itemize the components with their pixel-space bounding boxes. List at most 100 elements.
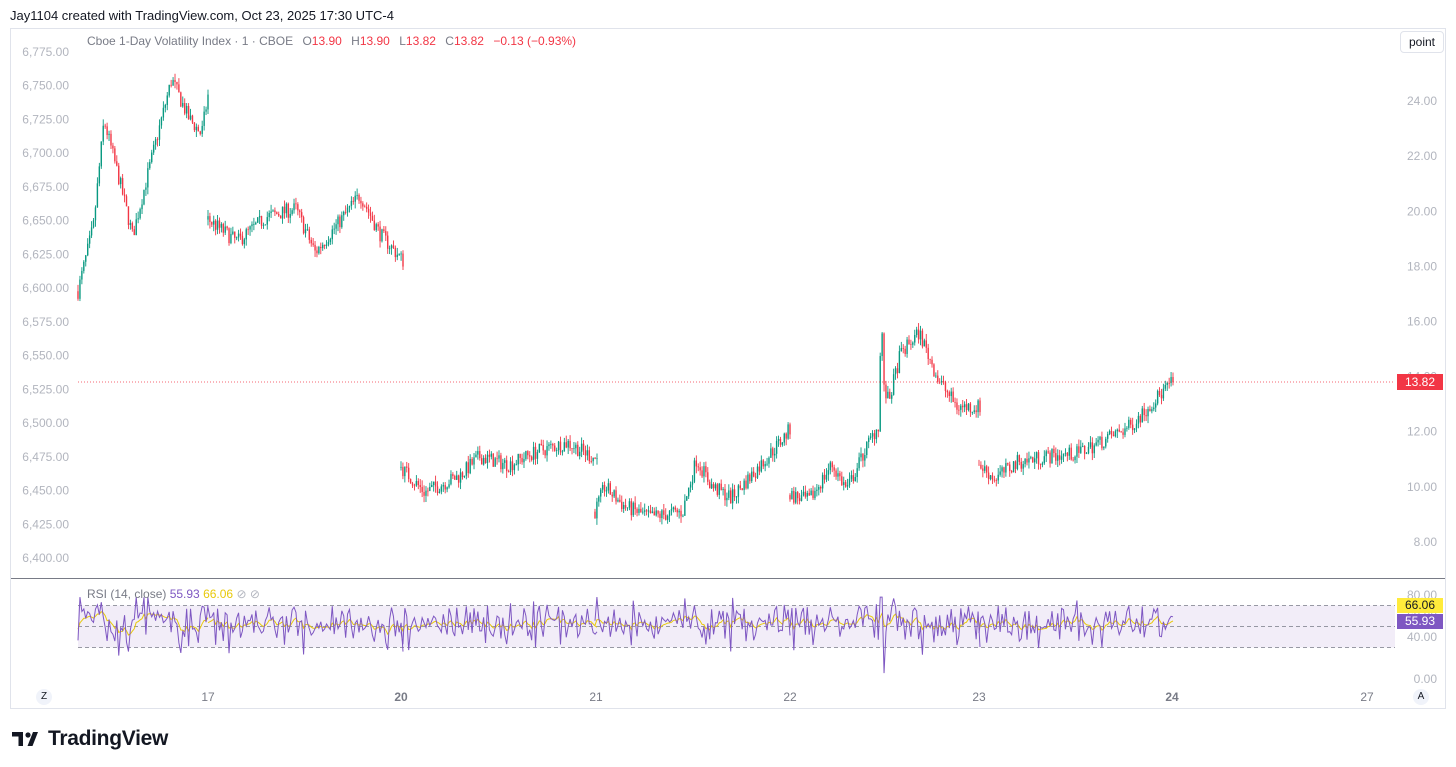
candle-body <box>400 253 402 255</box>
candle-body <box>390 245 393 249</box>
candle-body <box>730 490 732 504</box>
candle-body <box>1078 446 1080 453</box>
candle-body <box>1020 461 1022 469</box>
time-axis-tick: 21 <box>589 690 603 704</box>
candle-body <box>125 196 128 207</box>
candle-body <box>504 460 506 463</box>
candle-body <box>1120 431 1122 433</box>
candle-body <box>456 475 458 480</box>
candle-body <box>203 111 205 126</box>
auto-scale-button[interactable]: A <box>1413 689 1429 705</box>
candle-body <box>775 440 778 454</box>
candle-body <box>367 208 370 213</box>
candle-body <box>952 391 954 403</box>
candle-body <box>935 375 937 377</box>
point-button[interactable]: point <box>1400 31 1444 53</box>
candle-body <box>1110 430 1113 435</box>
time-axis[interactable]: 17 20 21 22 23 24 27 <box>201 690 1374 704</box>
candle-body <box>837 473 839 477</box>
candle-body <box>538 443 541 453</box>
candle-body <box>1139 415 1142 423</box>
candle-body <box>312 243 314 245</box>
candle-body <box>709 481 711 489</box>
candle-body <box>960 405 962 410</box>
candle-body <box>889 391 891 399</box>
candle-body <box>1128 419 1130 428</box>
candle-body <box>523 458 525 463</box>
candle-body <box>371 215 374 221</box>
candle-body <box>505 460 508 472</box>
candle-body <box>877 429 879 432</box>
candle-body <box>540 443 542 445</box>
candle-body <box>703 466 705 477</box>
candle-body <box>1083 445 1086 454</box>
candle-body <box>168 84 170 96</box>
candle-body <box>268 213 270 218</box>
candle-body <box>498 455 500 459</box>
candle-body <box>779 438 782 445</box>
candle-body <box>431 485 433 487</box>
candle-body <box>982 468 984 471</box>
candle-body <box>565 442 567 448</box>
candle-body <box>575 444 577 449</box>
candle-body <box>375 224 377 231</box>
candle-body <box>666 515 669 520</box>
candle-body <box>276 212 278 215</box>
candle-body <box>592 457 594 462</box>
candle-body <box>1162 388 1165 399</box>
candle-body <box>816 489 818 491</box>
candle-body <box>251 224 253 227</box>
candle-body <box>127 206 130 225</box>
candle-body <box>908 339 910 345</box>
candle-body <box>1093 445 1095 454</box>
candle-body <box>607 483 610 491</box>
candle-body <box>295 203 297 205</box>
candle-body <box>789 424 791 435</box>
candle-body <box>866 441 868 456</box>
candle-body <box>615 490 617 502</box>
candle-body <box>141 204 143 210</box>
candle-body <box>400 466 402 468</box>
candle-body <box>131 223 134 230</box>
candle-body <box>92 220 95 228</box>
time-axis-tick: 23 <box>972 690 986 704</box>
candle-body <box>154 139 157 145</box>
candle-body <box>1116 429 1118 432</box>
candle-body <box>722 488 724 490</box>
candle-body <box>197 126 199 132</box>
left-axis: 6,775.00 6,750.00 6,725.00 6,700.00 6,675.00… <box>22 45 69 565</box>
candle-body <box>661 510 663 519</box>
candle-body <box>552 444 554 446</box>
candle-body <box>436 486 439 493</box>
candle-body <box>1160 394 1163 399</box>
hidden-icon[interactable]: ⊘ <box>236 587 247 601</box>
zoom-button[interactable]: Z <box>36 689 52 705</box>
candle-body <box>1091 442 1094 454</box>
candle-body <box>123 194 126 197</box>
candle-body <box>770 448 772 458</box>
time-axis-tick: 17 <box>201 690 215 704</box>
candle-body <box>883 333 885 385</box>
candle-body <box>892 374 895 395</box>
candle-body <box>559 441 562 453</box>
candle-body <box>335 224 337 229</box>
candle-body <box>454 476 456 480</box>
candle-body <box>1003 467 1005 473</box>
candle-body <box>1172 377 1174 383</box>
candle-body <box>293 203 295 211</box>
hidden-icon[interactable]: ⊘ <box>249 587 260 601</box>
candle-body <box>785 433 787 439</box>
right-axis-tick: 8.00 <box>1414 535 1438 549</box>
candle-body <box>701 470 703 477</box>
candle-body <box>584 450 587 456</box>
left-axis-tick: 6,650.00 <box>22 214 69 228</box>
candle-body <box>921 330 924 347</box>
candle-body <box>626 507 629 509</box>
candle-body <box>406 466 408 468</box>
candle-body <box>166 95 168 105</box>
candle-body <box>665 514 667 520</box>
candle-body <box>881 333 883 357</box>
candle-body <box>867 437 870 442</box>
candle-body <box>1034 458 1036 463</box>
